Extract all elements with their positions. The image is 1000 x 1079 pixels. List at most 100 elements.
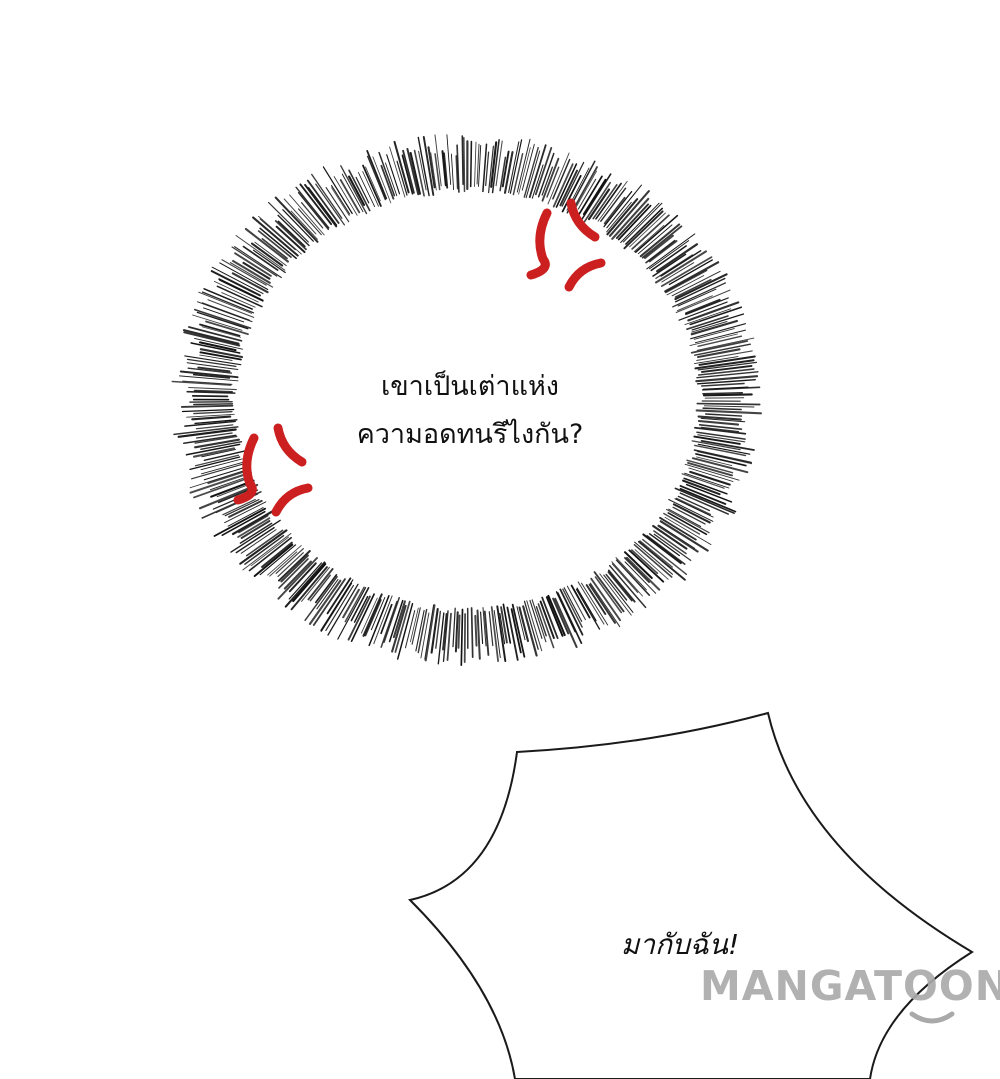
speed-line	[700, 439, 755, 451]
speed-line	[195, 424, 234, 430]
speed-line	[207, 299, 255, 318]
speed-line	[693, 444, 747, 457]
speed-line	[648, 533, 680, 557]
speed-line	[342, 588, 360, 619]
speed-line	[218, 278, 264, 302]
speed-line	[219, 262, 269, 291]
speed-line	[624, 551, 653, 579]
speed-line	[645, 239, 676, 264]
speed-line	[697, 450, 753, 465]
speed-line	[660, 250, 702, 277]
speed-line	[252, 216, 299, 257]
speed-line	[674, 278, 712, 298]
speed-line	[700, 364, 753, 373]
speed-line	[242, 245, 279, 271]
speed-line	[696, 350, 753, 361]
speed-line	[581, 582, 609, 626]
speed-line	[430, 152, 437, 191]
speed-line	[289, 194, 325, 236]
speed-line	[689, 306, 743, 326]
speed-line	[562, 588, 583, 628]
speed-line	[409, 151, 421, 195]
speed-line	[478, 145, 482, 187]
speed-line	[490, 141, 498, 188]
speed-line	[629, 212, 666, 248]
speed-line	[209, 477, 246, 491]
speed-line	[277, 552, 304, 577]
speed-line	[304, 575, 338, 622]
speed-line	[625, 556, 661, 591]
speed-line	[480, 611, 484, 645]
speed-line	[417, 136, 430, 197]
speed-line	[239, 529, 288, 565]
speed-line	[681, 473, 725, 489]
speed-line	[606, 198, 639, 236]
speed-line	[516, 606, 526, 641]
speed-line	[391, 604, 407, 653]
speed-line	[684, 298, 721, 315]
speed-line	[259, 227, 297, 260]
speed-line	[221, 259, 267, 286]
speed-line	[697, 434, 746, 443]
speed-line	[278, 550, 311, 582]
speed-line	[277, 220, 306, 248]
speed-line	[180, 404, 234, 408]
speed-line	[280, 554, 309, 583]
speed-line	[694, 426, 747, 435]
speed-line	[678, 301, 728, 321]
speed-line	[697, 335, 743, 348]
speed-line	[638, 540, 686, 581]
speed-line	[385, 162, 398, 197]
speed-line	[406, 147, 420, 196]
speed-line	[697, 443, 751, 455]
speed-line	[307, 568, 334, 601]
speed-line	[495, 140, 503, 187]
speed-line	[552, 597, 570, 635]
speed-line	[697, 419, 740, 426]
speed-line	[555, 163, 578, 208]
speed-line	[541, 157, 560, 202]
speed-line	[456, 144, 460, 193]
speed-line	[322, 166, 353, 215]
speed-line	[201, 302, 250, 321]
speed-line	[547, 152, 570, 205]
speed-line	[242, 533, 292, 571]
speed-line	[499, 612, 506, 645]
speed-line	[194, 337, 243, 350]
speed-line	[539, 600, 555, 639]
speed-line	[325, 187, 350, 223]
speed-line	[192, 373, 231, 379]
speed-line	[529, 599, 543, 639]
speed-line	[631, 214, 670, 250]
speed-line	[691, 440, 741, 451]
speed-line	[585, 584, 607, 615]
speed-line	[195, 432, 233, 439]
speed-line	[455, 155, 459, 190]
speed-line	[611, 563, 639, 593]
speed-line	[672, 506, 706, 525]
speed-line	[235, 526, 275, 554]
speed-line	[192, 314, 243, 331]
speed-line	[350, 586, 370, 622]
speed-line	[190, 342, 241, 354]
speed-line	[252, 249, 286, 274]
speed-line	[231, 272, 269, 294]
speed-line	[634, 214, 679, 253]
speed-line	[221, 292, 256, 308]
speed-line	[171, 380, 232, 386]
speed-line	[222, 498, 256, 516]
speed-line	[274, 196, 319, 243]
speed-line	[446, 612, 452, 661]
speed-line	[501, 150, 510, 188]
speed-line	[700, 426, 740, 433]
speed-line	[194, 435, 238, 444]
speed-line	[191, 395, 229, 398]
speed-line	[595, 182, 622, 220]
thought-line-2: ความอดทนรึไงกัน?	[356, 419, 584, 450]
speed-line	[283, 560, 312, 590]
speed-line	[685, 483, 733, 503]
speed-line	[261, 541, 293, 568]
speed-line	[686, 315, 729, 331]
speed-line	[275, 548, 304, 574]
speed-line	[689, 333, 738, 347]
